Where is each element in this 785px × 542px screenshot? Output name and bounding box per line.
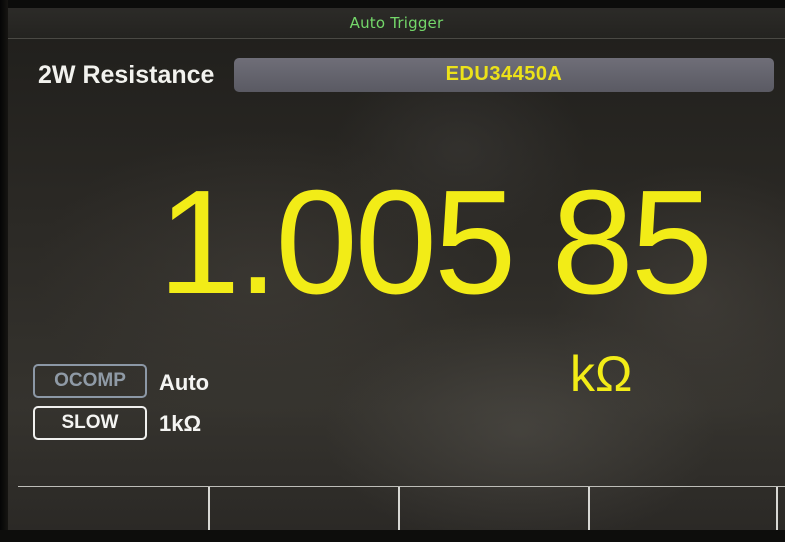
primary-reading: 1.005 85: [158, 160, 713, 325]
softkey-1[interactable]: [18, 487, 208, 531]
slow-badge: SLOW: [33, 406, 147, 440]
softkey-bar: [18, 486, 785, 531]
softkey-4[interactable]: [588, 487, 778, 531]
ocomp-badge: OCOMP: [33, 364, 147, 398]
softkey-2[interactable]: [208, 487, 398, 531]
model-banner: EDU34450A: [234, 58, 774, 92]
measurement-function-label: 2W Resistance: [38, 61, 215, 89]
softkey-3[interactable]: [398, 487, 588, 531]
trigger-mode-label: Auto Trigger: [349, 14, 444, 32]
model-name: EDU34450A: [445, 63, 563, 85]
reading-unit: kΩ: [570, 346, 633, 402]
top-bezel: [0, 0, 785, 8]
range-value: 1kΩ: [159, 411, 202, 436]
left-bezel: [0, 0, 8, 542]
status-bar: Auto Trigger: [8, 8, 785, 39]
ocomp-value: Auto: [159, 370, 210, 395]
bottom-bezel: [0, 530, 785, 542]
